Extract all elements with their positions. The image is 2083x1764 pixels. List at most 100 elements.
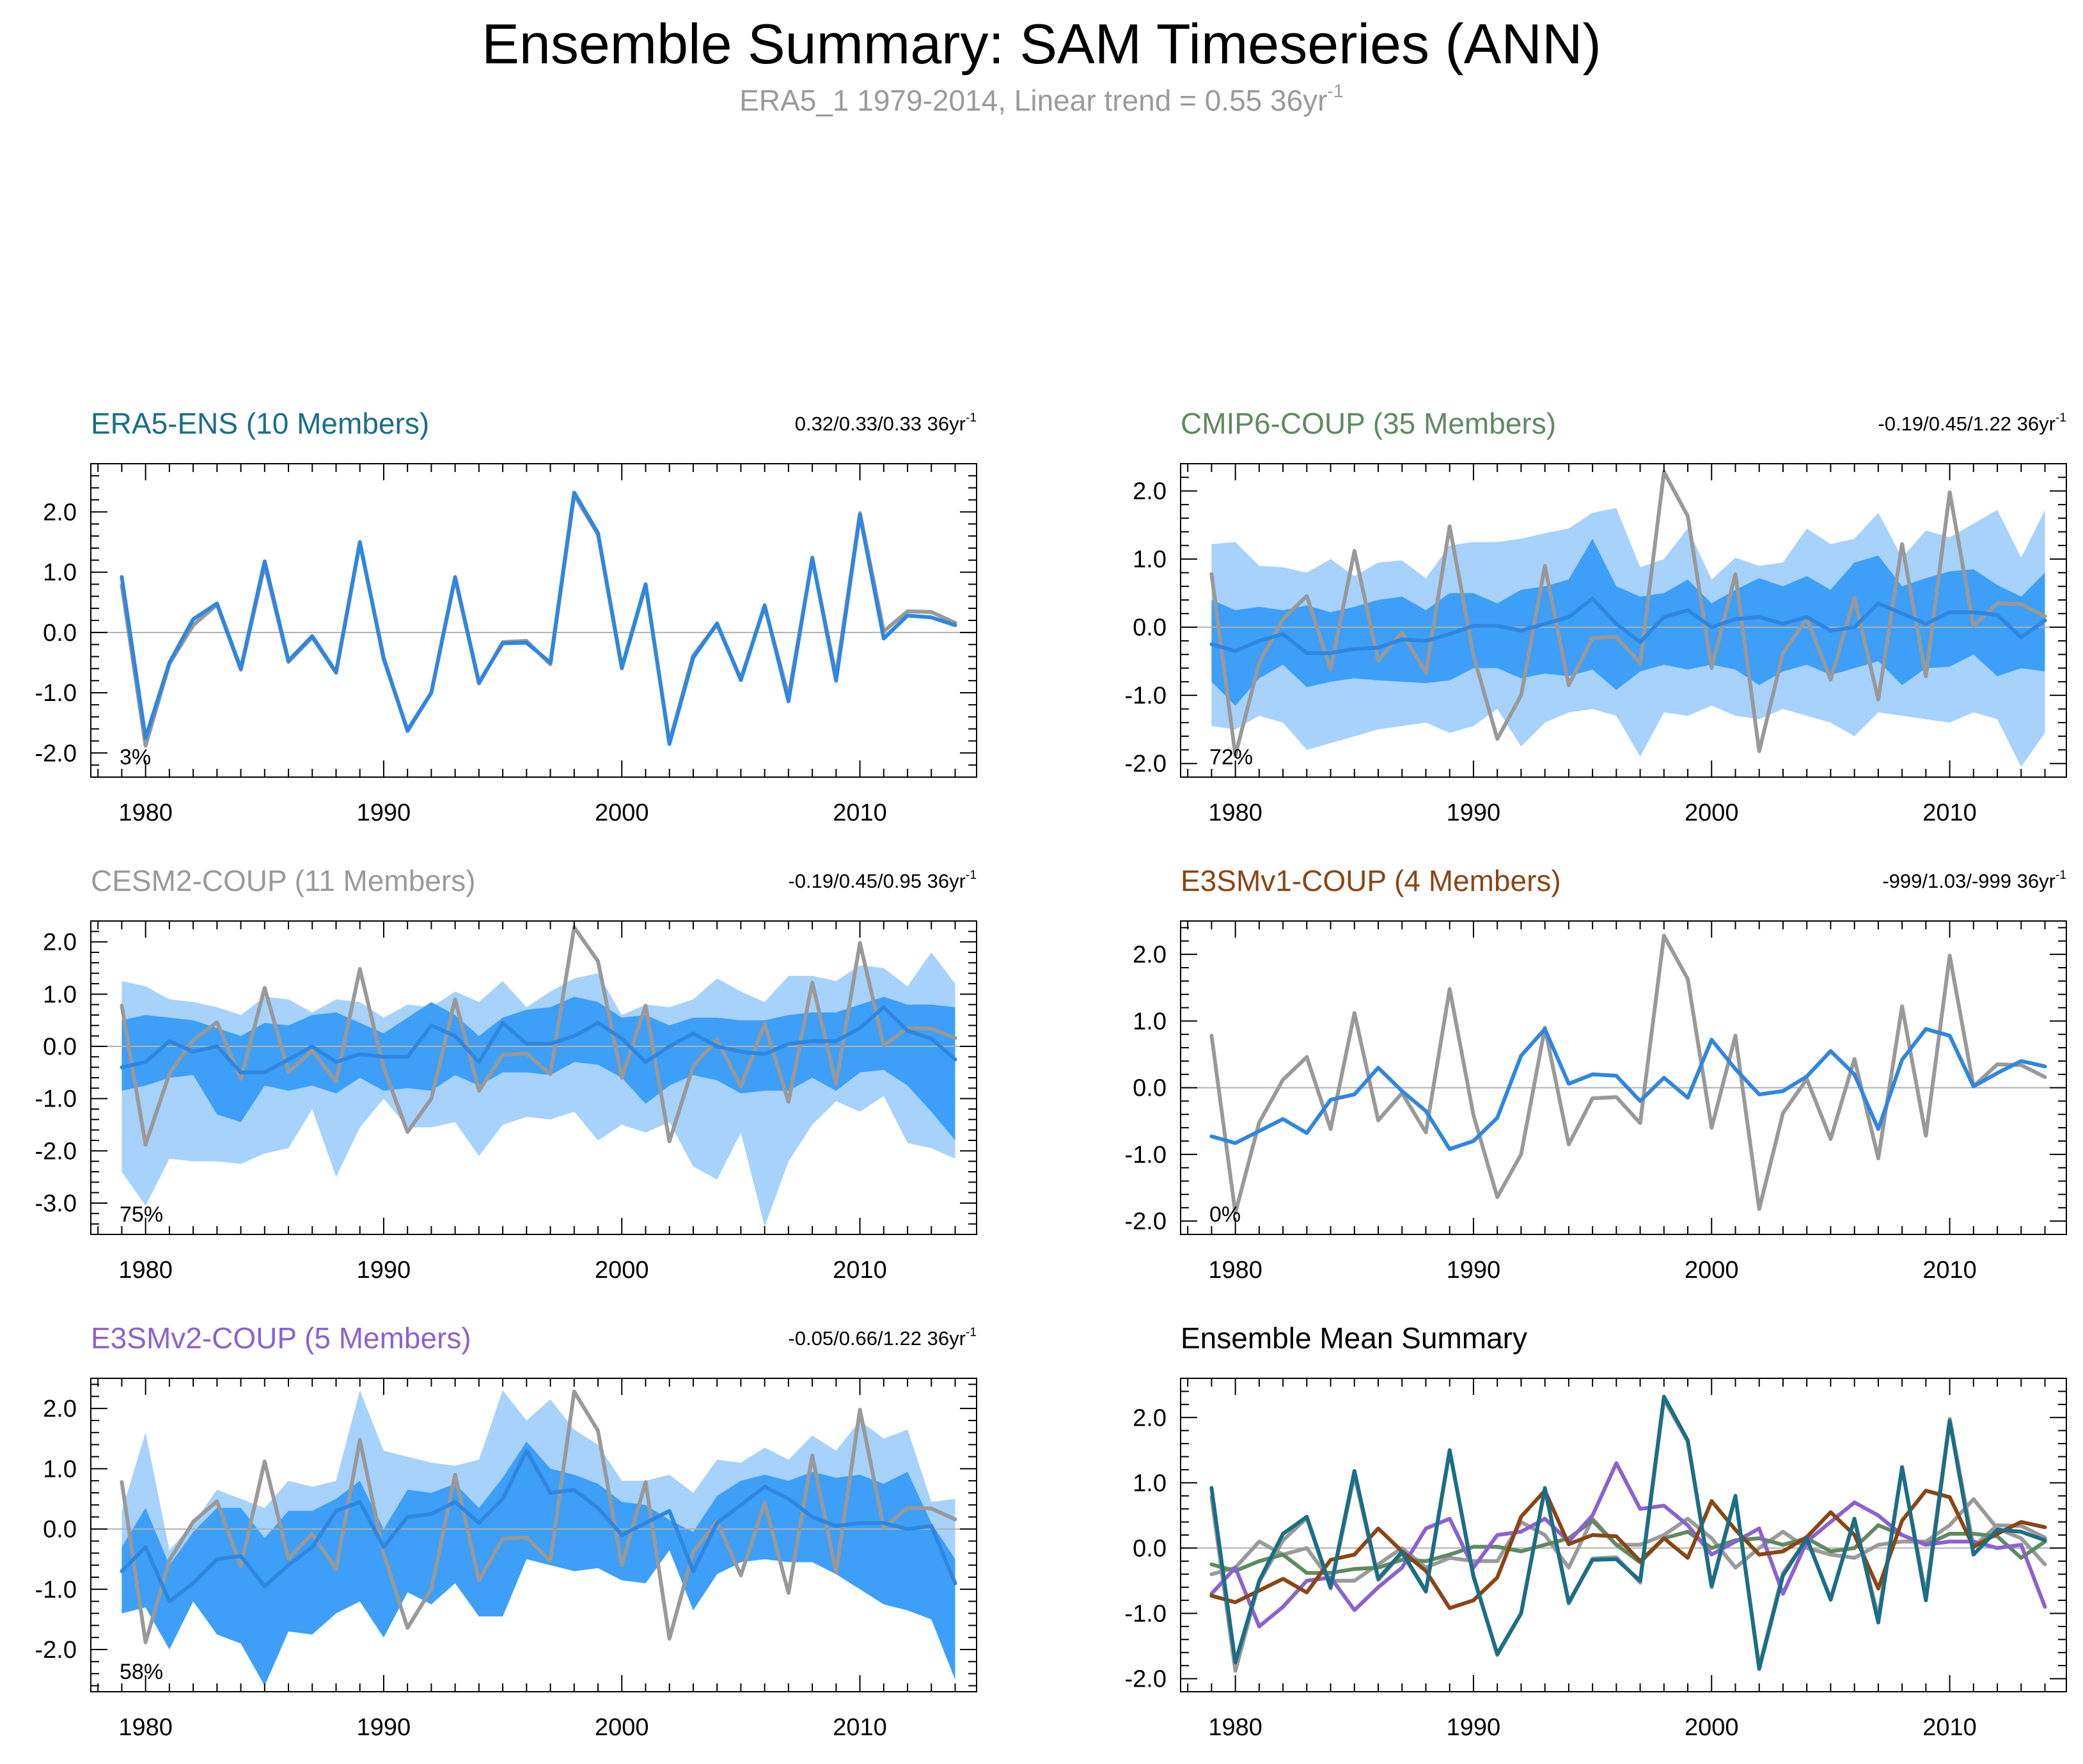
y-tick-label: 0.0 [1133, 615, 1167, 642]
y-tick-label: 0.0 [43, 1034, 77, 1060]
x-tick-label: 1980 [1208, 1257, 1262, 1284]
chart-panel-5: 1980 1990 2000 2010 -2.0 -1.0 0.0 1.0 2.0 58% [35, 1378, 977, 1741]
panel-title: Ensemble Mean Summary [1181, 1321, 1527, 1355]
series-line-e3smv1-coup-mean [1209, 1027, 2047, 1151]
series-line-e3smv2-coup [1209, 1461, 2047, 1628]
series-line-era5-1 [1209, 1397, 2047, 1673]
series-line-era5-1 [120, 1389, 957, 1644]
trend-superscript: -1 [2055, 411, 2066, 425]
band-inner [122, 996, 955, 1140]
panel-trend: -0.19/0.45/1.22 36yr-1 [1878, 411, 2066, 436]
panel-trend: -0.05/0.66/1.22 36yr-1 [788, 1325, 977, 1350]
series-line-cesm2-coup [1209, 1497, 2047, 1583]
x-tick-label: 1990 [1447, 799, 1501, 826]
y-tick-label: -3.0 [35, 1190, 77, 1217]
series-line-era5-ens-mean [120, 491, 957, 746]
plot-area [1181, 933, 2066, 1215]
y-tick-label: 1.0 [1133, 1008, 1167, 1035]
subtitle-superscript: -1 [1327, 81, 1344, 102]
figure-subtitle: ERA5_1 1979-2014, Linear trend = 0.55 36… [0, 81, 2083, 118]
y-tick-label: 1.0 [1133, 546, 1167, 573]
series-line-cesm2-coup-mean [120, 1005, 957, 1075]
x-tick-label: 1980 [1208, 1714, 1262, 1741]
percentile-label: 58% [120, 1660, 163, 1684]
y-tick-label: 2.0 [43, 499, 77, 526]
series-line-e3smv1-coup [1209, 1488, 2047, 1610]
series-line-era5-1 [1209, 933, 2047, 1215]
panel-trend: -999/1.03/-999 36yr-1 [1882, 868, 2066, 893]
y-tick-label: -1.0 [35, 1577, 77, 1603]
y-tick-label: -1.0 [1125, 1142, 1167, 1169]
trend-value: -999/1.03/-999 36yr [1882, 870, 2055, 892]
panel-title: CESM2-COUP (11 Members) [91, 864, 476, 897]
trend-superscript: -1 [965, 1325, 977, 1339]
y-tick-label: 0.0 [1133, 1535, 1167, 1562]
x-tick-label: 1990 [357, 1714, 411, 1741]
panel-title: E3SMv1-COUP (4 Members) [1181, 864, 1561, 897]
series-line-e3smv2-coup-mean [120, 1449, 957, 1603]
panel-trend: 0.32/0.33/0.33 36yr-1 [794, 411, 977, 436]
panel-trend: -0.19/0.45/0.95 36yr-1 [788, 869, 977, 893]
y-tick-label: -2.0 [35, 1138, 77, 1165]
y-tick-label: 1.0 [43, 981, 77, 1008]
panel-title: ERA5-ENS (10 Members) [91, 407, 430, 440]
chart-panel-4: 1980 1990 2000 2010 -2.0 -1.0 0.0 1.0 2.0 0% [1125, 920, 2067, 1284]
x-tick-label: 1990 [1447, 1257, 1501, 1284]
x-tick-label: 2000 [1685, 799, 1739, 826]
y-tick-label: 1.0 [1133, 1470, 1167, 1497]
y-tick-label: -2.0 [35, 740, 77, 767]
percentile-label: 72% [1209, 745, 1253, 769]
percentile-label: 3% [120, 745, 151, 769]
trend-value: -0.05/0.66/1.22 36yr [788, 1327, 966, 1350]
series-line-cmip6-coup-mean [1209, 596, 2047, 656]
trend-superscript: -1 [965, 411, 977, 425]
trend-value: -0.19/0.45/1.22 36yr [1878, 413, 2055, 435]
x-tick-label: 1980 [118, 799, 173, 826]
x-tick-label: 2000 [595, 799, 649, 826]
x-tick-label: 1980 [118, 1257, 173, 1284]
y-tick-label: -2.0 [1125, 1208, 1167, 1235]
panel-title: E3SMv2-COUP (5 Members) [91, 1321, 471, 1355]
y-tick-label: -2.0 [1125, 1666, 1167, 1693]
y-tick-label: -1.0 [35, 1086, 77, 1113]
y-tick-label: 2.0 [1133, 1405, 1167, 1431]
x-tick-label: 2000 [595, 1257, 649, 1284]
plot-frame [1180, 920, 2067, 1235]
x-tick-label: 1990 [1447, 1714, 1501, 1741]
plot-area [1181, 1394, 2066, 1673]
x-tick-label: 2010 [833, 1257, 887, 1284]
x-tick-label: 2010 [1922, 1714, 1977, 1741]
plot-frame [1180, 463, 2067, 778]
chart-panel-3: 1980 1990 2000 2010 -3.0 -2.0 -1.0 0.0 1.0 2.0 75% [35, 920, 977, 1284]
x-tick-label: 1990 [357, 1257, 411, 1284]
trend-superscript: -1 [2055, 868, 2066, 882]
chart-panel-6: 1980 1990 2000 2010 -2.0 -1.0 0.0 1.0 2.0 [1125, 1378, 2067, 1741]
subtitle-text: ERA5_1 1979-2014, Linear trend = 0.55 36… [739, 84, 1328, 117]
x-tick-label: 2000 [1685, 1714, 1739, 1741]
x-tick-label: 2000 [595, 1714, 649, 1741]
trend-value: 0.32/0.33/0.33 36yr [794, 413, 966, 435]
y-tick-label: 2.0 [43, 929, 77, 956]
panel-title: CMIP6-COUP (35 Members) [1181, 407, 1557, 440]
y-tick-label: -1.0 [1125, 1601, 1167, 1628]
x-tick-label: 2010 [1922, 799, 1977, 826]
y-tick-label: -1.0 [1125, 682, 1167, 709]
y-tick-label: 2.0 [1133, 478, 1167, 505]
series-line-era5-1 [120, 925, 957, 1147]
plot-area [91, 491, 977, 748]
percentile-label: 0% [1209, 1202, 1241, 1227]
series-line-era5-ens [1209, 1394, 2047, 1671]
y-tick-label: 2.0 [43, 1396, 77, 1422]
x-tick-label: 2010 [833, 799, 887, 826]
y-tick-label: 0.0 [43, 620, 77, 647]
plot-area [91, 925, 977, 1227]
figure-title: Ensemble Summary: SAM Timeseries (ANN) [482, 12, 1601, 75]
x-tick-label: 1980 [1208, 799, 1262, 826]
y-tick-label: -2.0 [1125, 751, 1167, 778]
series-line-era5-1 [120, 493, 957, 748]
plot-frame [90, 1378, 977, 1692]
chart-panel-1: 1980 1990 2000 2010 -2.0 -1.0 0.0 1.0 2.0 3% [35, 463, 977, 826]
x-tick-label: 2010 [833, 1714, 887, 1741]
x-tick-label: 1990 [357, 799, 411, 826]
y-tick-label: -1.0 [35, 680, 77, 707]
